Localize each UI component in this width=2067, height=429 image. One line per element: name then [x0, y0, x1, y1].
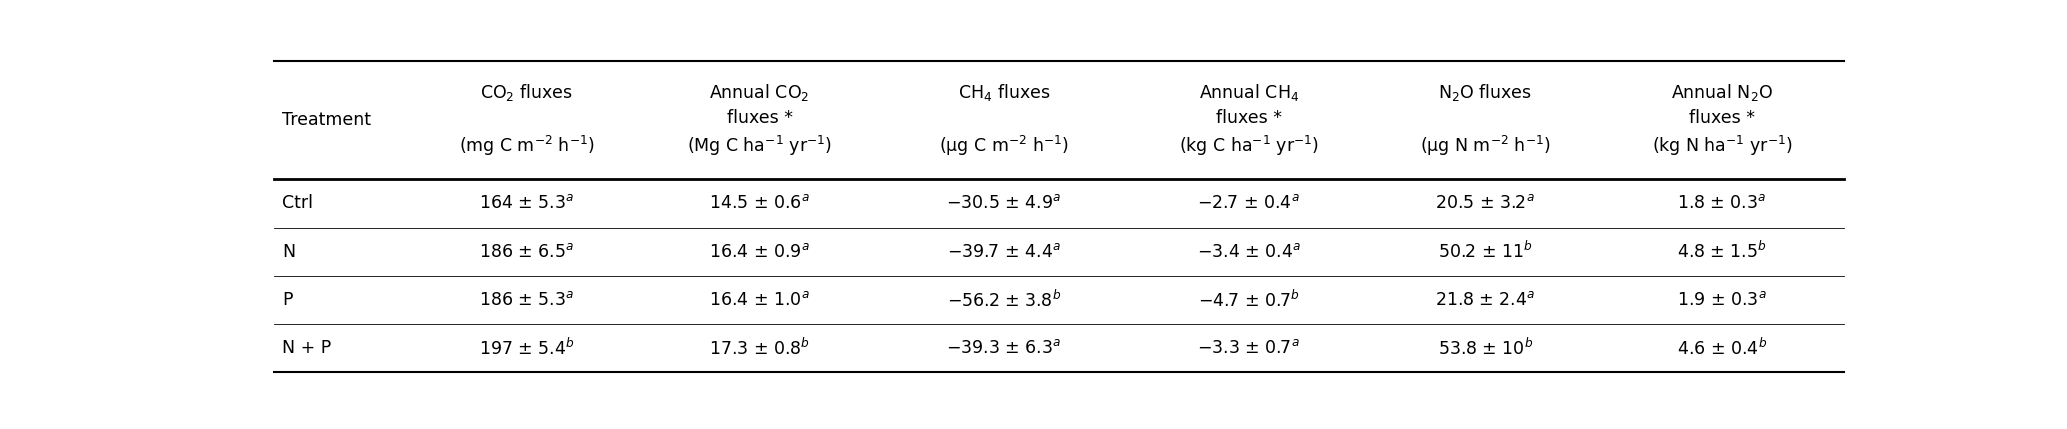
Text: −39.3 ± 6.3$^{a}$: −39.3 ± 6.3$^{a}$ [947, 339, 1062, 357]
Text: 186 ± 5.3$^{a}$: 186 ± 5.3$^{a}$ [480, 291, 575, 309]
Text: 4.6 ± 0.4$^{b}$: 4.6 ± 0.4$^{b}$ [1676, 337, 1767, 359]
Text: 1.8 ± 0.3$^{a}$: 1.8 ± 0.3$^{a}$ [1678, 194, 1767, 212]
Text: Annual CH$_4$
fluxes *
(kg C ha$^{-1}$ yr$^{-1}$): Annual CH$_4$ fluxes * (kg C ha$^{-1}$ y… [1178, 82, 1319, 158]
Text: 21.8 ± 2.4$^{a}$: 21.8 ± 2.4$^{a}$ [1434, 291, 1536, 309]
Text: −3.4 ± 0.4$^{a}$: −3.4 ± 0.4$^{a}$ [1197, 242, 1300, 260]
Text: −56.2 ± 3.8$^{b}$: −56.2 ± 3.8$^{b}$ [947, 289, 1060, 310]
Text: N$_2$O fluxes

(μg N m$^{-2}$ h$^{-1}$): N$_2$O fluxes (μg N m$^{-2}$ h$^{-1}$) [1420, 82, 1550, 158]
Text: P: P [283, 291, 294, 309]
Text: −39.7 ± 4.4$^{a}$: −39.7 ± 4.4$^{a}$ [947, 242, 1060, 260]
Text: 53.8 ± 10$^{b}$: 53.8 ± 10$^{b}$ [1439, 337, 1534, 359]
Text: N + P: N + P [283, 339, 331, 357]
Text: 50.2 ± 11$^{b}$: 50.2 ± 11$^{b}$ [1439, 241, 1534, 262]
Text: 186 ± 6.5$^{a}$: 186 ± 6.5$^{a}$ [480, 242, 575, 260]
Text: CO$_2$ fluxes

(mg C m$^{-2}$ h$^{-1}$): CO$_2$ fluxes (mg C m$^{-2}$ h$^{-1}$) [459, 82, 595, 158]
Text: 20.5 ± 3.2$^{a}$: 20.5 ± 3.2$^{a}$ [1434, 194, 1536, 212]
Text: 4.8 ± 1.5$^{b}$: 4.8 ± 1.5$^{b}$ [1676, 241, 1767, 262]
Text: 197 ± 5.4$^{b}$: 197 ± 5.4$^{b}$ [480, 337, 575, 359]
Text: Annual N$_2$O
fluxes *
(kg N ha$^{-1}$ yr$^{-1}$): Annual N$_2$O fluxes * (kg N ha$^{-1}$ y… [1652, 82, 1792, 158]
Text: −2.7 ± 0.4$^{a}$: −2.7 ± 0.4$^{a}$ [1197, 194, 1300, 212]
Text: 17.3 ± 0.8$^{b}$: 17.3 ± 0.8$^{b}$ [709, 337, 810, 359]
Text: 16.4 ± 0.9$^{a}$: 16.4 ± 0.9$^{a}$ [709, 242, 810, 260]
Text: N: N [283, 242, 296, 260]
Text: Ctrl: Ctrl [283, 194, 314, 212]
Text: −4.7 ± 0.7$^{b}$: −4.7 ± 0.7$^{b}$ [1197, 289, 1300, 310]
Text: 14.5 ± 0.6$^{a}$: 14.5 ± 0.6$^{a}$ [709, 194, 810, 212]
Text: −30.5 ± 4.9$^{a}$: −30.5 ± 4.9$^{a}$ [947, 194, 1062, 212]
Text: Treatment: Treatment [283, 112, 372, 130]
Text: Annual CO$_2$
fluxes *
(Mg C ha$^{-1}$ yr$^{-1}$): Annual CO$_2$ fluxes * (Mg C ha$^{-1}$ y… [686, 82, 833, 158]
Text: 1.9 ± 0.3$^{a}$: 1.9 ± 0.3$^{a}$ [1676, 291, 1767, 309]
Text: 164 ± 5.3$^{a}$: 164 ± 5.3$^{a}$ [480, 194, 575, 212]
Text: CH$_4$ fluxes

(μg C m$^{-2}$ h$^{-1}$): CH$_4$ fluxes (μg C m$^{-2}$ h$^{-1}$) [938, 82, 1069, 158]
Text: −3.3 ± 0.7$^{a}$: −3.3 ± 0.7$^{a}$ [1197, 339, 1300, 357]
Text: 16.4 ± 1.0$^{a}$: 16.4 ± 1.0$^{a}$ [709, 291, 810, 309]
